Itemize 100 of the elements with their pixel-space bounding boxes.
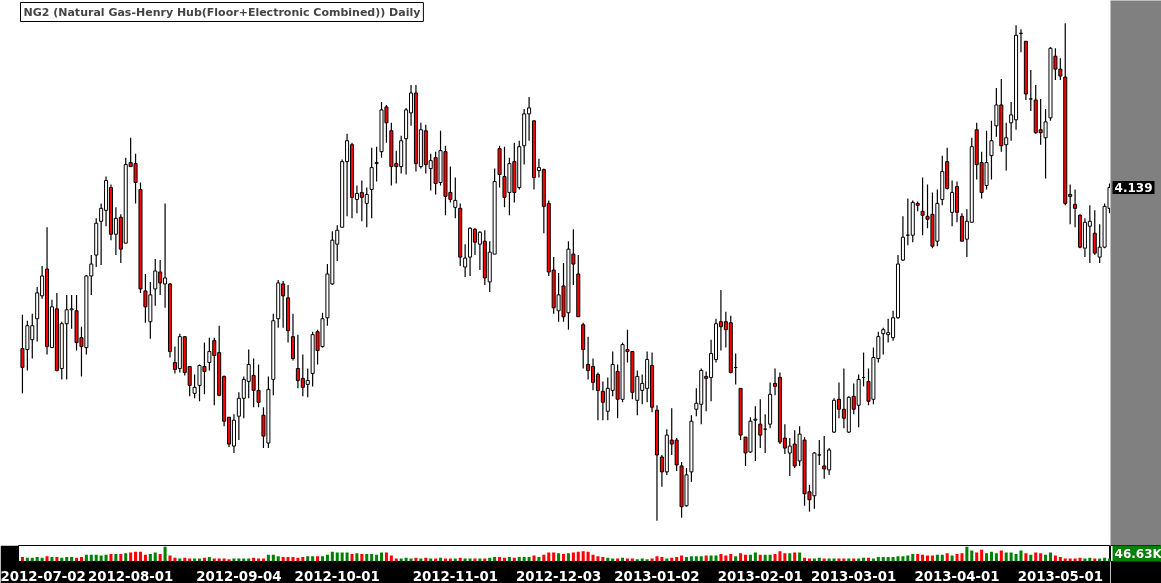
bar xyxy=(45,556,49,562)
bar xyxy=(896,556,900,562)
x-tick-label: 2012-10-01 xyxy=(294,568,380,583)
bar xyxy=(980,549,984,562)
bar xyxy=(985,553,989,562)
bar xyxy=(375,554,379,562)
bar xyxy=(114,554,118,562)
bar xyxy=(84,554,88,562)
candlestick xyxy=(900,215,905,262)
candlestick xyxy=(763,413,768,454)
x-tick-label: 2012-12-03 xyxy=(515,568,602,583)
candlestick xyxy=(369,147,374,219)
bar xyxy=(557,553,561,562)
bar xyxy=(955,554,959,562)
candlestick xyxy=(822,435,827,480)
candlestick xyxy=(453,176,458,219)
bar xyxy=(561,554,566,562)
bar xyxy=(94,554,98,562)
chart-title: NG2 (Natural Gas-Henry Hub(Floor+Electronic Combined)) Daily xyxy=(23,5,421,19)
bar xyxy=(699,556,703,562)
candlestick xyxy=(290,313,295,362)
candlestick xyxy=(1073,188,1078,228)
bar xyxy=(138,551,143,562)
bar xyxy=(1078,557,1082,562)
candlestick xyxy=(950,179,955,227)
bar xyxy=(739,553,743,562)
bar xyxy=(148,554,152,562)
candlestick xyxy=(374,146,379,183)
x-tick-label: 2012-08-01 xyxy=(88,568,174,583)
bar xyxy=(734,556,738,562)
candlestick xyxy=(989,120,994,181)
bar xyxy=(276,556,280,562)
bar xyxy=(1029,554,1033,562)
bar xyxy=(694,556,698,562)
bar xyxy=(788,553,792,562)
bar xyxy=(773,554,777,562)
bar xyxy=(994,553,998,562)
bar xyxy=(542,554,546,562)
bar xyxy=(758,554,762,562)
bar xyxy=(291,557,295,562)
bar xyxy=(143,554,147,562)
bar xyxy=(586,551,590,562)
bar xyxy=(355,553,359,562)
x-tick-label: 2013-04-01 xyxy=(914,568,1000,583)
candlestick xyxy=(881,327,886,356)
bar xyxy=(689,556,693,562)
x-tick-label: 2012-09-04 xyxy=(196,568,282,583)
candlestick xyxy=(364,186,369,228)
bar xyxy=(325,554,329,562)
bar xyxy=(306,556,310,562)
bar xyxy=(763,554,767,562)
x-tick-label: 2013-01-02 xyxy=(614,568,700,583)
bar xyxy=(158,554,162,562)
bar xyxy=(965,546,969,562)
bar xyxy=(655,556,659,562)
bar xyxy=(581,551,585,562)
candlestick xyxy=(1087,204,1092,264)
bar xyxy=(119,554,123,562)
bar xyxy=(748,554,752,562)
bar xyxy=(320,556,325,562)
bar xyxy=(729,554,733,562)
bar xyxy=(89,554,93,562)
bar xyxy=(266,554,270,562)
bar xyxy=(370,554,374,562)
bar xyxy=(109,554,113,562)
x-tick-label: 2012-07-02 xyxy=(0,568,86,583)
bar xyxy=(768,554,772,562)
bar xyxy=(104,554,108,562)
bar xyxy=(1019,550,1023,562)
bar xyxy=(743,554,748,562)
bar xyxy=(940,554,944,562)
bar xyxy=(1039,553,1043,562)
x-tick-label: 2013-02-01 xyxy=(717,568,803,583)
candlestick xyxy=(753,405,758,462)
x-tick-label: 2012-11-01 xyxy=(412,568,498,583)
bar xyxy=(960,553,964,562)
bar xyxy=(1024,553,1028,562)
text: 4.139 xyxy=(1114,180,1153,195)
bar xyxy=(999,550,1003,562)
bar xyxy=(783,553,787,562)
bar xyxy=(714,555,718,562)
bar xyxy=(124,553,128,562)
bar xyxy=(916,554,920,562)
bar xyxy=(350,554,354,562)
candlestick xyxy=(153,258,158,307)
bar xyxy=(591,554,595,562)
bar xyxy=(168,555,172,562)
candlestick xyxy=(207,337,212,372)
bar xyxy=(316,556,320,562)
bar xyxy=(945,553,949,562)
bar xyxy=(360,554,364,562)
candlestick xyxy=(305,367,310,398)
bar xyxy=(1044,554,1048,562)
bar xyxy=(935,554,939,562)
bar xyxy=(566,553,570,562)
candlestick xyxy=(586,336,591,381)
bar xyxy=(989,551,993,562)
bar xyxy=(271,554,275,562)
candlestick xyxy=(192,373,197,399)
bar xyxy=(911,554,915,562)
